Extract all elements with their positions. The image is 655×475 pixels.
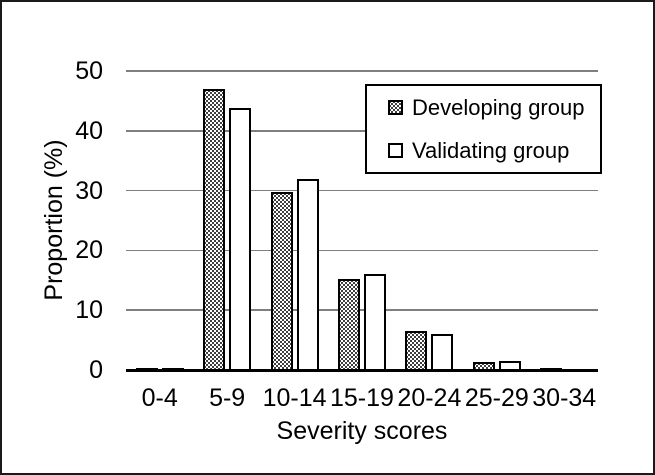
gridline-30 <box>126 189 598 192</box>
x-tick-label-15-19: 15-19 <box>330 384 394 412</box>
y-tick-label-20: 20 <box>75 236 103 265</box>
y-tick-label-50: 50 <box>75 57 103 85</box>
bar-validating-5-9 <box>229 108 252 370</box>
bar-group-5-9 <box>193 71 260 370</box>
y-tick-label-0: 0 <box>89 356 103 384</box>
x-axis-title: Severity scores <box>276 417 448 445</box>
bar-group-10-14 <box>261 71 328 370</box>
developing-group-swatch-icon <box>388 100 403 115</box>
bar-developing-15-19 <box>337 278 360 370</box>
legend-label-developing: Developing group <box>412 94 585 120</box>
bar-validating-20-24 <box>431 333 454 370</box>
gridline-20 <box>126 249 598 252</box>
plot-area <box>126 70 598 372</box>
x-axis-tick-labels: 0-4 5-9 10-14 15-19 20-24 25-29 30-34 <box>126 383 598 413</box>
y-tick-label-40: 40 <box>75 116 103 145</box>
y-tick-label-30: 30 <box>75 176 103 205</box>
gridline-40 <box>126 130 598 132</box>
bars-container <box>126 71 598 370</box>
legend-item-validating-group: Validating group <box>388 136 600 166</box>
chart-legend: Developing group Validating group <box>365 84 602 174</box>
bar-group-20-24 <box>396 71 463 370</box>
bar-developing-5-9 <box>203 88 226 370</box>
gridline-10 <box>126 309 598 311</box>
x-tick-label-0-4: 0-4 <box>141 384 178 412</box>
bar-developing-10-14 <box>270 192 293 370</box>
x-tick-label-25-29: 25-29 <box>464 384 529 412</box>
legend-item-developing-group: Developing group <box>388 93 600 123</box>
y-tick-label-10: 10 <box>75 296 103 325</box>
bar-validating-10-14 <box>296 178 319 370</box>
validating-group-swatch-icon <box>388 143 403 158</box>
bar-developing-25-29 <box>472 361 495 370</box>
bar-group-0-4 <box>126 71 193 370</box>
bar-group-15-19 <box>328 71 395 370</box>
x-tick-label-20-24: 20-24 <box>397 384 462 412</box>
bar-validating-25-29 <box>498 361 521 370</box>
x-axis-line <box>126 368 598 372</box>
x-tick-label-5-9: 5-9 <box>209 384 246 412</box>
bar-group-25-29 <box>463 71 530 370</box>
legend-label-validating: Validating group <box>412 137 570 163</box>
bar-validating-15-19 <box>363 273 386 370</box>
bar-developing-20-24 <box>405 331 428 370</box>
gridline-50 <box>126 70 598 72</box>
x-tick-label-10-14: 10-14 <box>262 384 327 412</box>
x-tick-label-30-34: 30-34 <box>532 384 597 412</box>
